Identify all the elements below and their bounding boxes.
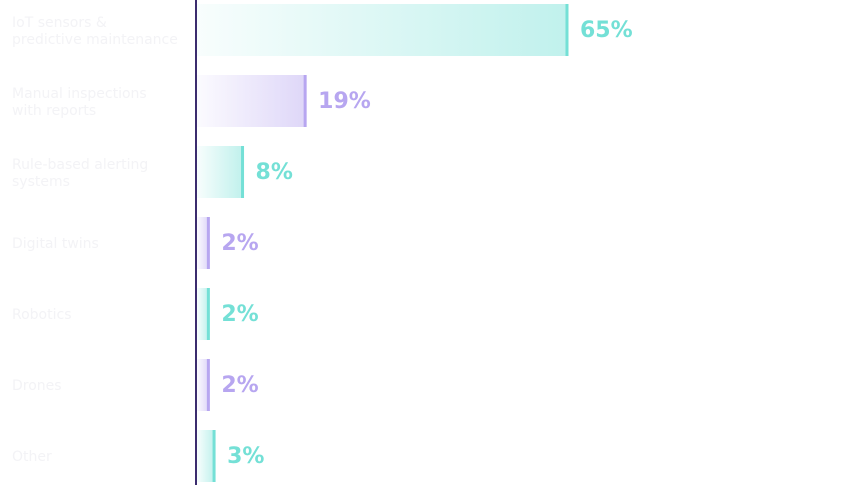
category-label: Manual inspections with reports: [12, 86, 147, 119]
bar: [197, 146, 243, 198]
value-label: 2%: [221, 231, 258, 256]
bar: [197, 359, 209, 411]
bar: [197, 4, 567, 56]
bar: [197, 75, 306, 127]
category-label: Drones: [12, 378, 62, 394]
value-label: 2%: [221, 373, 258, 398]
category-label: IoT sensors & predictive maintenance: [12, 15, 178, 48]
value-label: 19%: [318, 89, 371, 114]
bar: [197, 288, 209, 340]
bar: [197, 217, 209, 269]
value-label: 8%: [256, 160, 293, 185]
category-label: Robotics: [12, 307, 72, 323]
value-label: 65%: [580, 18, 633, 43]
value-label: 2%: [221, 302, 258, 327]
value-label: 3%: [227, 444, 264, 469]
category-label: Other: [12, 449, 52, 465]
category-label: Digital twins: [12, 236, 99, 252]
category-label: Rule-based alerting systems: [12, 157, 148, 190]
bar: [197, 430, 215, 482]
